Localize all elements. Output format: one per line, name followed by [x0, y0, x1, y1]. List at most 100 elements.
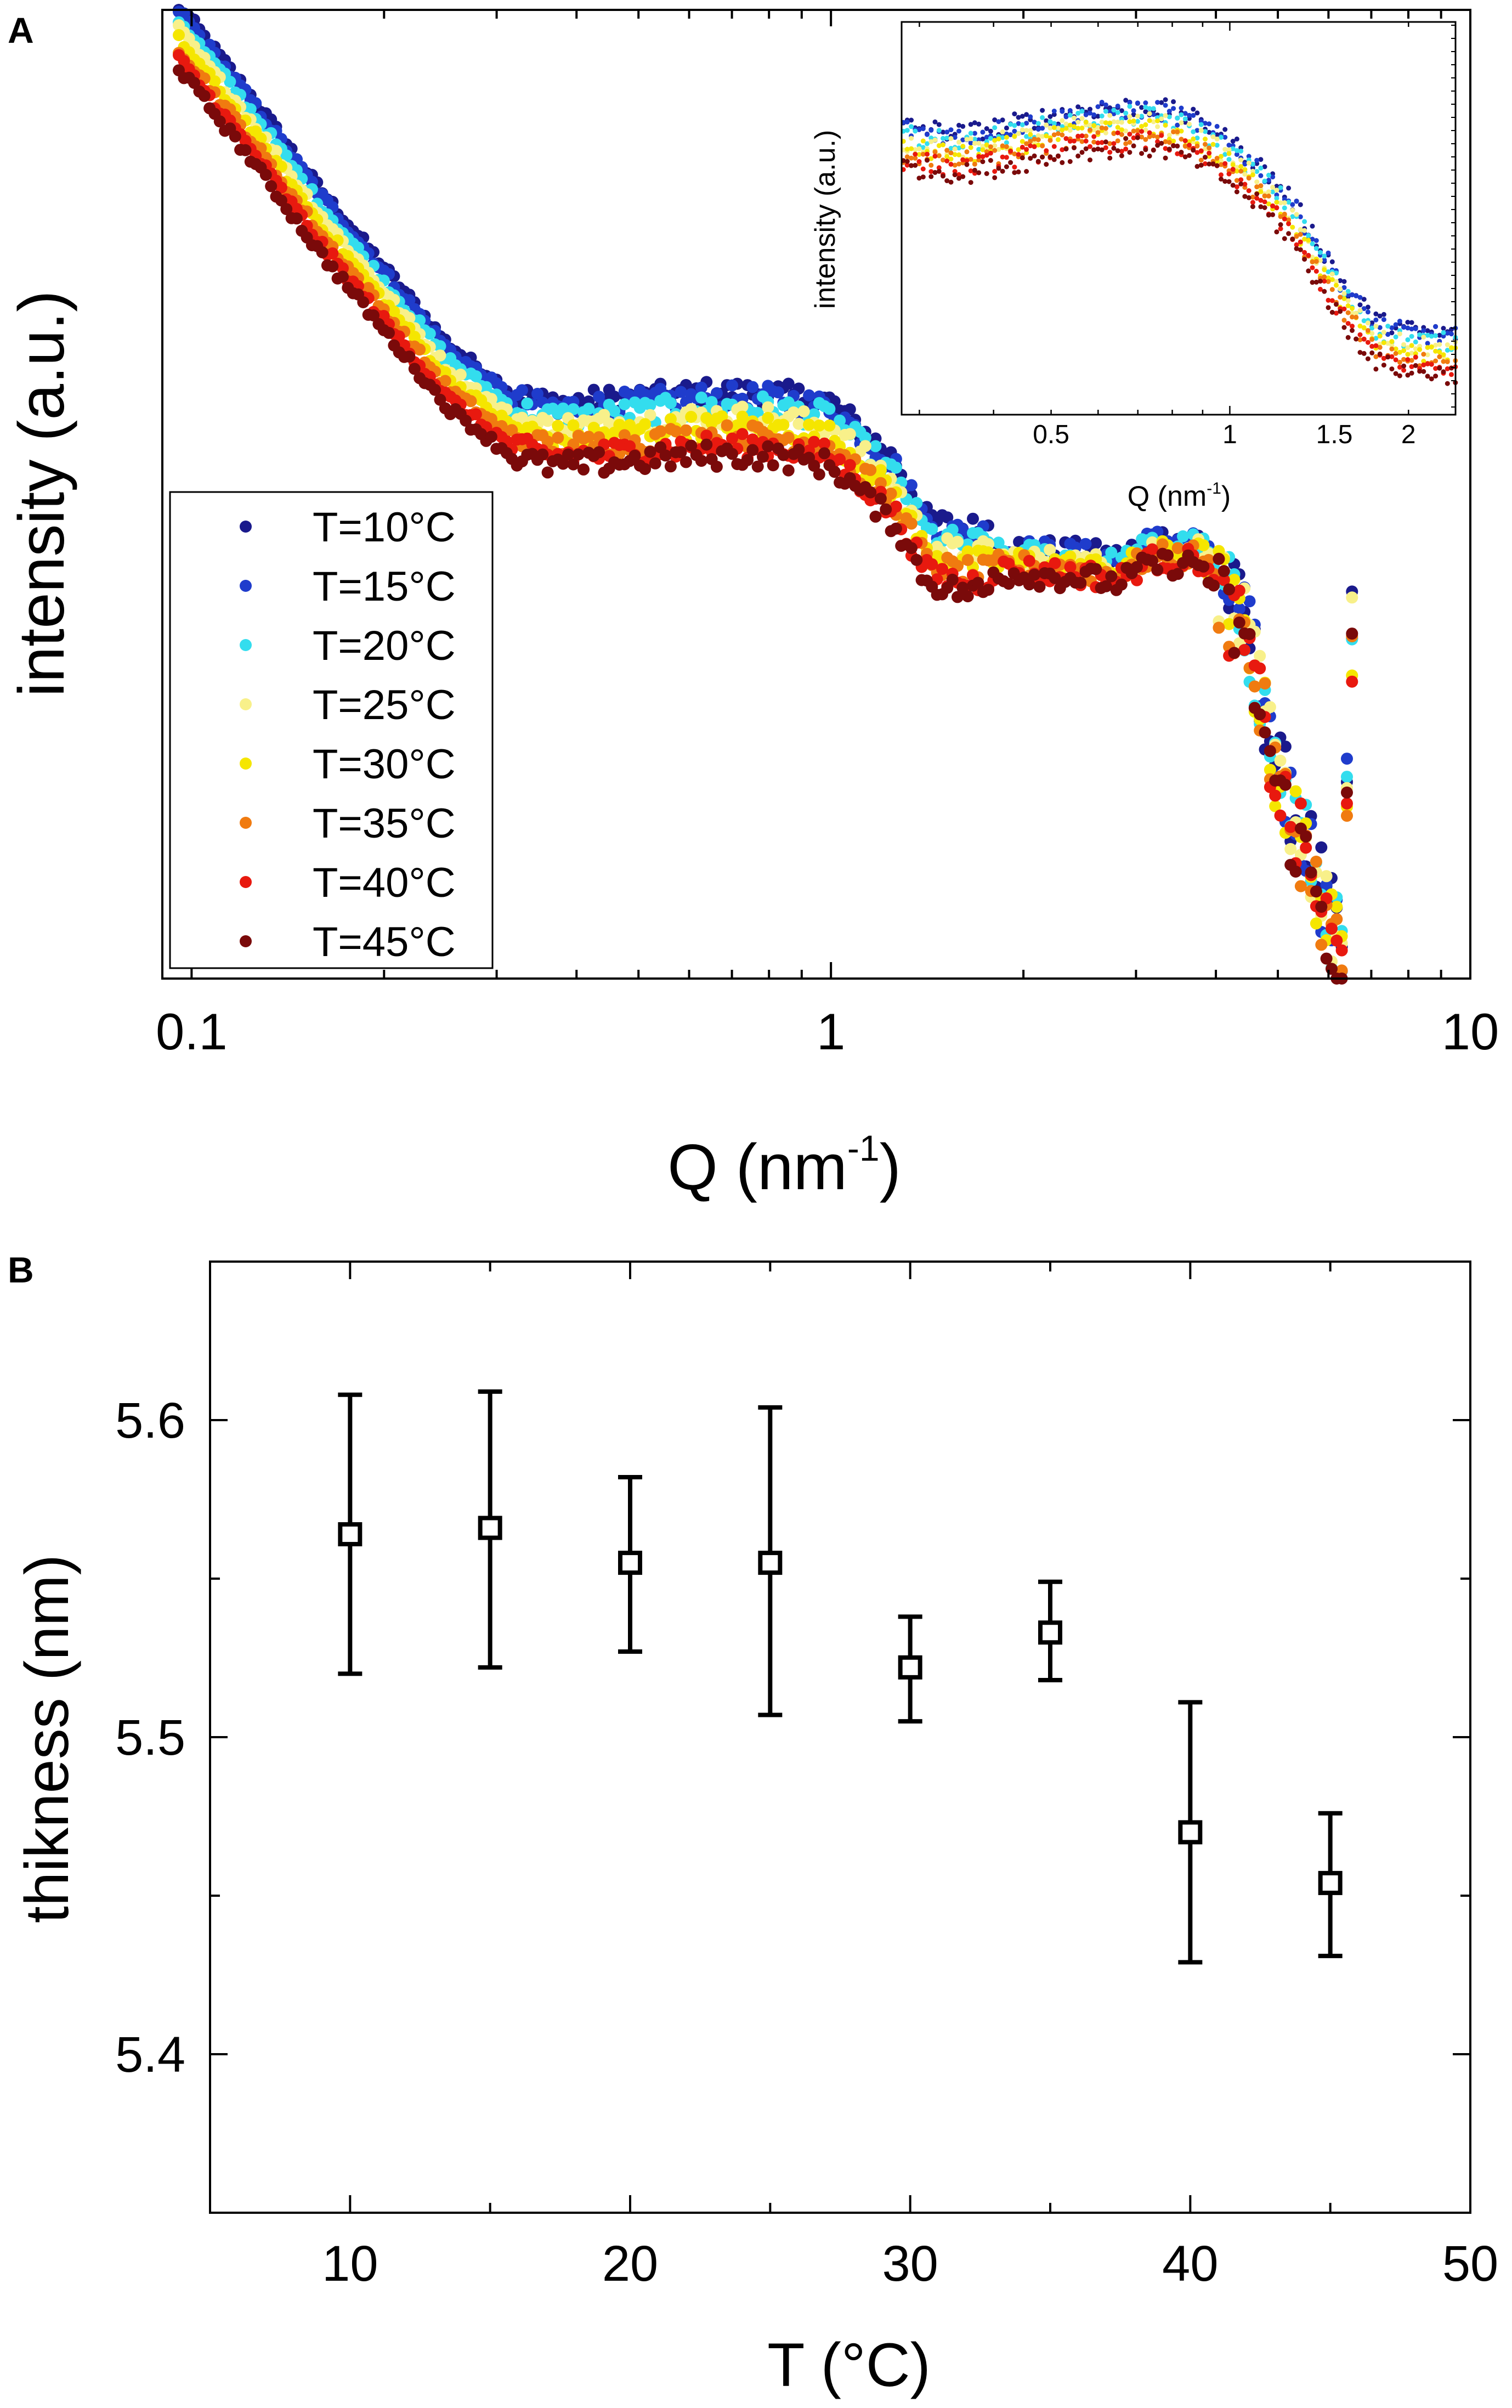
data-point-7	[1064, 561, 1077, 573]
inset-data-point-1	[1341, 279, 1347, 284]
legend-marker	[240, 698, 252, 710]
inset-data-point-2	[976, 137, 982, 143]
inset-data-point-7	[1131, 135, 1136, 140]
inset-data-point-8	[1373, 366, 1379, 372]
data-point-3	[890, 461, 902, 474]
inset-data-point-7	[1000, 154, 1005, 160]
data-point-8	[864, 486, 877, 499]
inset-data-point-4	[1079, 116, 1085, 121]
inset-data-point-2	[1099, 99, 1105, 105]
data-point-8	[628, 449, 641, 462]
inset-data-point-4	[1345, 298, 1351, 303]
inset-data-point-7	[1322, 279, 1327, 284]
data-point-6	[414, 343, 426, 356]
data-point-4	[843, 428, 856, 440]
inset-data-point-1	[909, 117, 914, 123]
inset-data-point-8	[916, 176, 922, 181]
inset-data-point-7	[1127, 132, 1132, 137]
inset-data-point-8	[1234, 189, 1239, 195]
inset-data-point-3	[976, 146, 982, 152]
data-point-6	[1248, 680, 1261, 693]
inset-data-point-8	[1088, 157, 1092, 163]
data-point-7	[726, 432, 738, 445]
b-y-axis-label: thikness (nm)	[13, 1555, 81, 1923]
data-point-5	[1289, 785, 1302, 798]
inset-data-point-3	[1143, 105, 1148, 110]
inset-data-point-6	[968, 157, 973, 162]
data-point-7	[1300, 841, 1312, 854]
inset-data-point-7	[1282, 216, 1287, 222]
inset-data-point-7	[1024, 146, 1029, 152]
inset-data-point-4	[1246, 160, 1251, 166]
inset-data-point-2	[1242, 161, 1248, 167]
inset-data-point-7	[1083, 138, 1089, 144]
data-point-8	[880, 503, 892, 516]
inset-data-point-5	[960, 144, 966, 149]
inset-data-point-3	[1060, 124, 1065, 129]
inset-data-point-4	[980, 144, 986, 149]
inset-data-point-7	[1393, 357, 1398, 363]
data-point-3	[582, 403, 595, 415]
inset-data-point-4	[996, 146, 1001, 152]
data-point-5	[1330, 901, 1343, 913]
data-point-marker	[1038, 1620, 1062, 1645]
inset-data-point-5	[980, 147, 986, 152]
inset-data-point-2	[904, 119, 910, 125]
inset-data-point-5	[1361, 325, 1367, 330]
inset-data-point-8	[1222, 179, 1228, 184]
inset-data-point-3	[1302, 219, 1307, 224]
inset-data-point-7	[904, 162, 910, 168]
inset-data-point-6	[1329, 287, 1335, 292]
inset-data-point-4	[1151, 119, 1156, 125]
data-point-3	[434, 340, 446, 353]
inset-data-point-5	[1421, 359, 1426, 364]
inset-data-point-8	[980, 159, 986, 165]
inset-data-point-5	[1226, 151, 1232, 156]
inset-data-point-2	[1393, 322, 1398, 327]
inset-data-point-4	[1433, 342, 1439, 348]
inset-data-point-7	[1373, 343, 1379, 348]
inset-data-point-1	[1131, 112, 1136, 117]
inset-data-point-6	[1250, 194, 1255, 200]
inset-data-point-5	[928, 156, 934, 161]
inset-data-point-3	[920, 145, 926, 150]
inset-data-point-3	[1127, 104, 1132, 109]
data-point-3	[224, 76, 236, 88]
inset-data-point-5	[1401, 348, 1407, 353]
inset-data-point-4	[1103, 130, 1108, 135]
data-point-8	[1320, 952, 1333, 965]
data-point-8	[782, 464, 795, 477]
inset-data-point-1	[1214, 132, 1220, 138]
legend-label: T=10°C	[313, 504, 456, 551]
inset-data-point-4	[1166, 133, 1172, 138]
inset-data-point-2	[1035, 127, 1041, 132]
data-point-6	[961, 553, 974, 566]
inset-data-point-1	[1047, 114, 1053, 119]
data-point-8	[1289, 866, 1302, 878]
inset-data-point-3	[1099, 114, 1105, 118]
inset-data-point-1	[1369, 320, 1375, 326]
inset-data-point-6	[1350, 314, 1355, 320]
inset-data-point-8	[988, 158, 993, 163]
inset-data-point-4	[1072, 115, 1077, 121]
data-point-8	[460, 414, 472, 427]
data-point-5	[1064, 550, 1077, 563]
data-point-4	[788, 406, 800, 419]
inset-data-point-2	[920, 126, 926, 132]
inset-data-point-5	[1191, 136, 1196, 142]
inset-data-point-3	[1051, 121, 1057, 126]
inset-data-point-2	[984, 134, 989, 140]
data-point-3	[1341, 771, 1353, 783]
inset-data-point-8	[1207, 161, 1212, 167]
data-point-1	[1279, 741, 1292, 753]
inset-data-point-2	[972, 131, 977, 136]
inset-data-point-1	[1012, 111, 1017, 117]
inset-data-point-8	[1135, 135, 1140, 140]
inset-x-axis-label: Q (nm-1)	[1128, 479, 1231, 512]
inset-data-point-6	[1377, 344, 1383, 350]
inset-data-point-4	[1341, 291, 1347, 296]
inset-data-point-8	[1083, 146, 1089, 151]
inset-data-point-6	[913, 155, 918, 161]
inset-data-point-4	[1242, 172, 1248, 177]
